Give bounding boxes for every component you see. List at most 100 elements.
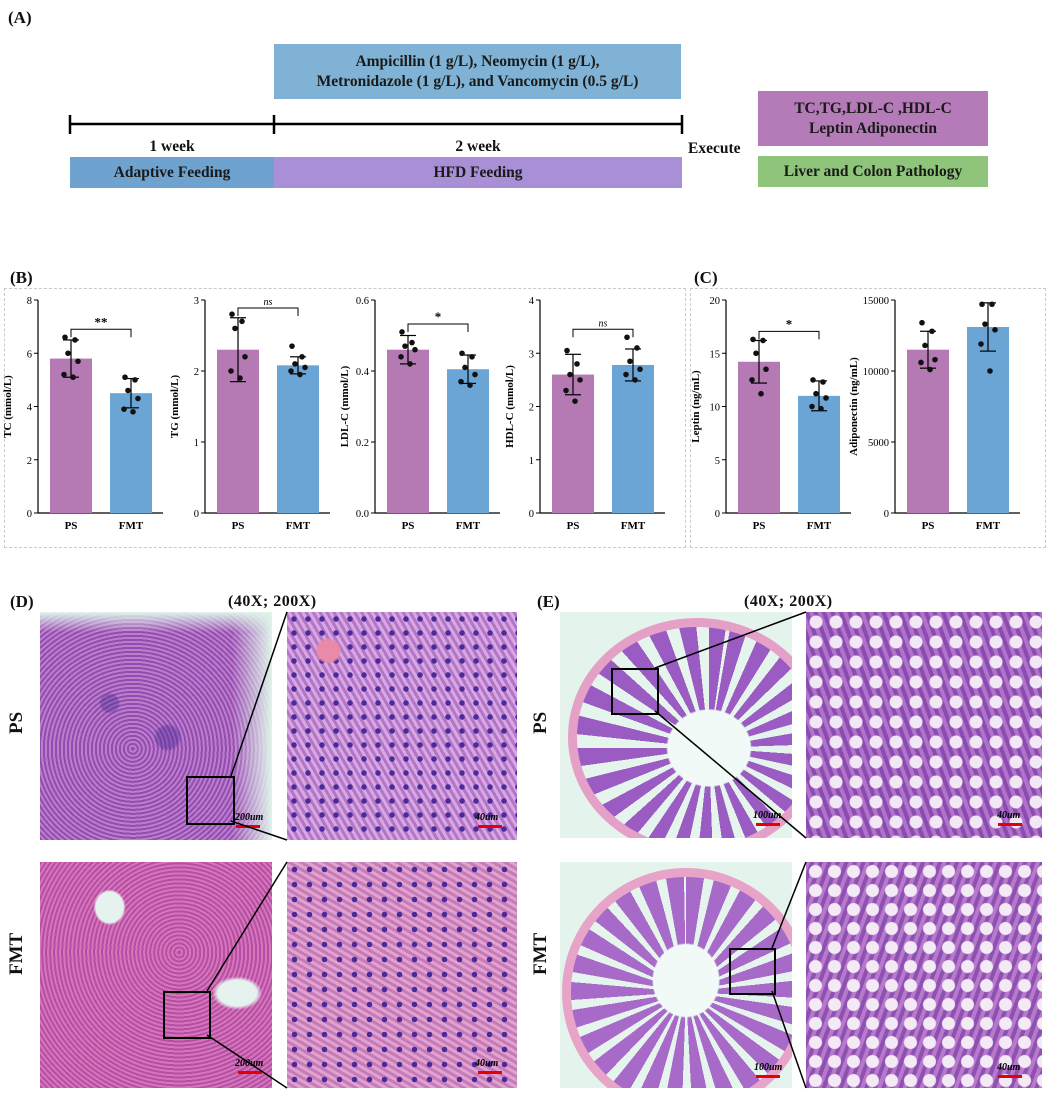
pathology-label: Liver and Colon Pathology	[783, 162, 963, 180]
liver-ps-200x-image	[287, 612, 517, 840]
ldl-point	[399, 329, 405, 335]
adipo-ylabel: Adiponectin (ng/mL)	[848, 357, 860, 456]
adipo-point	[918, 359, 924, 366]
panel-d-label: (D)	[10, 592, 34, 611]
panel-b-label: (B)	[10, 268, 33, 287]
adipo-point	[919, 319, 925, 326]
tc-point	[121, 406, 127, 412]
colon-ps-40x-image	[560, 612, 792, 838]
leptin-ytick-label: 0	[715, 509, 720, 520]
tg-xtick-label: PS	[232, 520, 245, 532]
ldl-point	[467, 382, 473, 388]
tg-ytick-label: 1	[194, 438, 199, 449]
tg-point	[292, 361, 298, 367]
liver-ps-hp-scale-label: 40um	[475, 812, 499, 823]
liver-ps-hp-scale-bar	[478, 825, 502, 828]
tc-sig-label: **	[95, 314, 108, 329]
hdl-point	[632, 377, 638, 383]
ldl-ylabel: LDL-C (mmol/L)	[339, 365, 351, 447]
adipo-ytick-label: 10000	[863, 367, 889, 378]
ldl-point	[407, 361, 413, 367]
tc-point	[135, 395, 141, 402]
colon-fmt-200x-image	[806, 862, 1042, 1088]
panel-d-zoom-lines	[206, 611, 288, 1089]
hdl-point	[563, 387, 569, 394]
ldl-point	[459, 350, 465, 357]
tg-point	[297, 371, 303, 378]
tc-ytick-label: 8	[27, 296, 32, 307]
tg-point	[288, 368, 294, 374]
ldl-ytick-label: 0.4	[356, 367, 370, 378]
leptin-point	[760, 337, 766, 344]
adipo-point	[992, 327, 998, 333]
adipo-bar-ps	[907, 349, 949, 513]
tg-xtick-label: FMT	[286, 520, 311, 532]
adipo-point	[978, 341, 984, 347]
panel-d-magnification: (40X; 200X)	[228, 593, 317, 610]
hdl-ytick-label: 0	[529, 509, 534, 520]
hdl-point	[627, 358, 633, 365]
tc-point	[75, 358, 81, 365]
leptin-point	[810, 377, 816, 383]
tc-point	[130, 409, 136, 415]
colon-ps-zoom-box	[611, 668, 659, 715]
tc-ytick-label: 6	[27, 349, 32, 360]
hdl-point	[577, 377, 583, 383]
timeline-axis	[68, 115, 684, 134]
ldl-point	[412, 346, 418, 353]
adipo-point	[927, 366, 933, 373]
tg-point	[239, 318, 245, 325]
adipo-point	[989, 301, 995, 308]
ldl-point	[398, 354, 404, 360]
leptin-point	[818, 405, 824, 412]
leptin-xtick-label: FMT	[807, 520, 832, 532]
panel-c-frame	[690, 288, 1046, 548]
tc-ytick-label: 0	[27, 509, 32, 520]
adipo-ytick-label: 5000	[868, 438, 889, 449]
leptin-ytick-label: 15	[710, 349, 721, 360]
adipo-ytick-label: 0	[884, 509, 889, 520]
panel-b-frame	[4, 288, 686, 548]
ldl-sig-bracket	[407, 323, 469, 332]
tc-xtick-label: PS	[65, 520, 78, 532]
hdl-bar-ps	[552, 374, 594, 513]
ldl-bar-ps	[387, 349, 429, 513]
leptin-bar-fmt	[798, 395, 840, 513]
tg-point	[228, 368, 234, 374]
leptin-ylabel: Leptin (ng/mL)	[690, 370, 702, 443]
adipo-xtick-label: PS	[922, 520, 935, 532]
tg-point	[232, 325, 238, 332]
tg-ytick-label: 2	[194, 367, 199, 378]
tg-ylabel: TG (mmol/L)	[169, 375, 181, 439]
colon-fmt-40x-image	[560, 862, 792, 1088]
measures-line1: TC,TG,LDL-C ,HDL-C	[794, 100, 952, 118]
hdl-point	[567, 371, 573, 378]
tc-ytick-label: 2	[27, 456, 32, 467]
leptin-point	[809, 403, 815, 410]
leptin-point	[753, 350, 759, 357]
week1-label: 1 week	[149, 138, 195, 155]
tc-point	[132, 377, 138, 383]
tc-xtick-label: FMT	[119, 520, 144, 532]
tc-point	[70, 374, 76, 381]
colon-fmt-scale-bar	[756, 1075, 780, 1078]
hdl-point	[572, 398, 578, 404]
ldl-point	[409, 339, 415, 346]
tg-point	[242, 354, 248, 360]
ldl-sig-label: *	[435, 309, 442, 324]
leptin-point	[813, 390, 819, 397]
hdl-point	[623, 371, 629, 378]
hdl-ytick-label: 4	[529, 296, 535, 307]
tg-ytick-label: 0	[194, 509, 199, 520]
tg-point	[299, 354, 305, 360]
tc-point	[125, 387, 131, 394]
panel-a-label: (A)	[8, 8, 32, 27]
leptin-point	[750, 336, 756, 343]
hdl-bar-fmt	[612, 364, 654, 513]
ldl-point	[458, 378, 464, 385]
leptin-ytick-label: 5	[715, 456, 720, 467]
liver-fmt-zoom-box	[163, 991, 211, 1039]
hdl-point	[564, 347, 570, 354]
ldl-bar-fmt	[447, 369, 489, 513]
panel-e-magnification: (40X; 200X)	[744, 593, 833, 610]
